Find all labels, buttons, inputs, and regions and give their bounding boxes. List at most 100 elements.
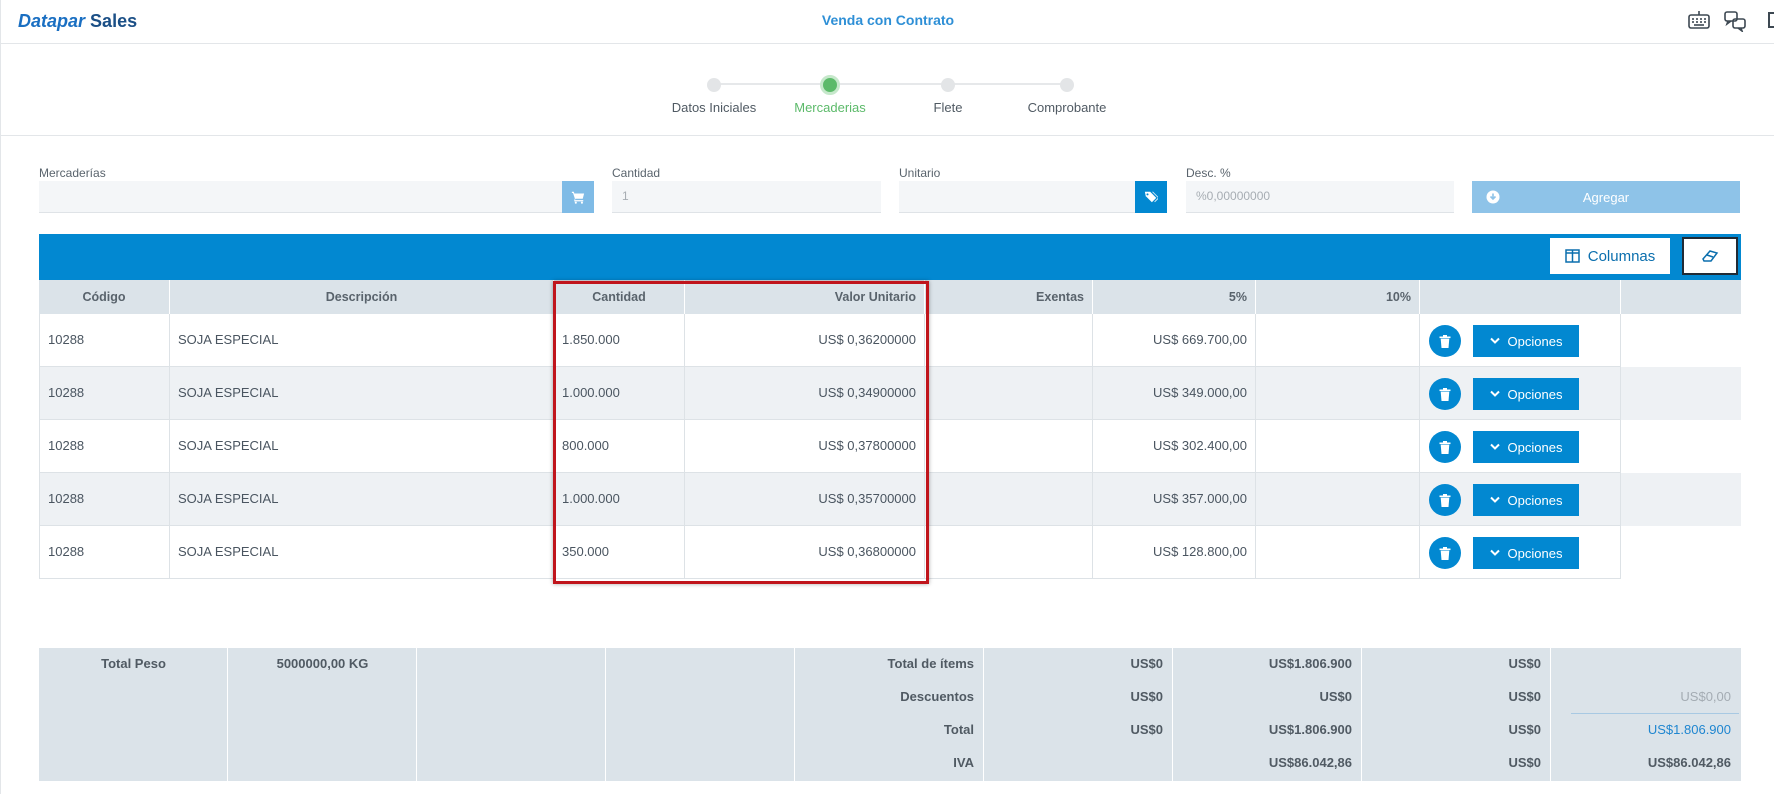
delete-button[interactable] (1429, 484, 1461, 516)
cell-10 (1256, 526, 1420, 579)
th-10[interactable]: 10% (1256, 280, 1420, 314)
totals-descuento-input[interactable]: US$0,00 (1680, 689, 1731, 704)
step-datos-iniciales[interactable]: Datos Iniciales (654, 75, 774, 115)
th-cantidad[interactable]: Cantidad (554, 280, 685, 314)
totals-5: US$1.806.900 (1268, 722, 1352, 737)
stepper-track (711, 83, 1067, 85)
trash-icon (1439, 493, 1451, 507)
step-mercaderias[interactable]: Mercaderias (770, 75, 890, 115)
cell-10 (1256, 473, 1420, 526)
chevron-down-icon (1489, 390, 1500, 397)
cell-codigo: 10288 (39, 420, 170, 473)
opciones-label: Opciones (1507, 386, 1563, 402)
logo-sales: Sales (90, 11, 138, 31)
totals-row-label: Total de ítems (887, 656, 974, 671)
opciones-button[interactable]: Opciones (1473, 537, 1579, 569)
totals-10: US$0 (1508, 689, 1541, 704)
cell-5: US$ 357.000,00 (1093, 473, 1256, 526)
chevron-down-icon (1489, 443, 1500, 450)
th-valor-unitario[interactable]: Valor Unitario (685, 280, 925, 314)
step-label: Comprobante (1027, 100, 1107, 115)
chat-icon[interactable] (1723, 10, 1747, 34)
unitario-input[interactable] (899, 181, 1135, 213)
cell-actions: Opciones (1420, 420, 1621, 473)
mercaderias-input[interactable] (39, 181, 562, 213)
cantidad-label: Cantidad (612, 166, 661, 180)
eraser-icon (1702, 250, 1719, 262)
totals-row-label: Total (943, 722, 974, 737)
desc-input[interactable]: %0,00000000 (1186, 181, 1454, 213)
th-exentas[interactable]: Exentas (925, 280, 1093, 314)
cell-descripcion: SOJA ESPECIAL (170, 526, 554, 579)
cell-actions: Opciones (1420, 314, 1621, 367)
opciones-label: Opciones (1507, 545, 1563, 561)
agregar-label: Agregar (1582, 189, 1630, 205)
top-bar: Datapar Sales Venda con Contrato (1, 0, 1774, 44)
step-dot (1060, 78, 1074, 92)
chevron-down-icon (1489, 549, 1500, 556)
step-flete[interactable]: Flete (888, 75, 1008, 115)
app-title: Venda con Contrato (821, 12, 955, 28)
panel-icon[interactable] (1768, 12, 1774, 28)
totals-exentas (984, 753, 1173, 773)
trash-icon (1439, 387, 1451, 401)
cell-actions: Opciones (1420, 526, 1621, 579)
keyboard-icon[interactable] (1687, 10, 1711, 32)
totals-col (417, 648, 606, 781)
opciones-button[interactable]: Opciones (1473, 325, 1579, 357)
cell-cantidad: 350.000 (554, 526, 685, 579)
totals-10: US$0 (1508, 722, 1541, 737)
delete-button[interactable] (1429, 537, 1461, 569)
delete-button[interactable] (1429, 325, 1461, 357)
cell-exentas (925, 526, 1093, 579)
cell-exentas (925, 473, 1093, 526)
cell-5: US$ 302.400,00 (1093, 420, 1256, 473)
cell-5: US$ 669.700,00 (1093, 314, 1256, 367)
opciones-label: Opciones (1507, 492, 1563, 508)
step-label: Datos Iniciales (671, 100, 757, 115)
opciones-button[interactable]: Opciones (1473, 484, 1579, 516)
cell-valor-unitario: US$ 0,34900000 (685, 367, 925, 420)
cell-exentas (925, 420, 1093, 473)
arrow-down-circle-icon (1486, 190, 1500, 204)
columnas-button[interactable]: Columnas (1549, 237, 1671, 275)
cell-valor-unitario: US$ 0,37800000 (685, 420, 925, 473)
opciones-label: Opciones (1507, 439, 1563, 455)
cart-button[interactable] (562, 181, 594, 213)
logo-datapar: Datapar (18, 11, 86, 31)
delete-button[interactable] (1429, 378, 1461, 410)
step-dot (941, 78, 955, 92)
clear-filter-button[interactable] (1682, 237, 1738, 275)
agregar-button[interactable]: Agregar (1472, 181, 1740, 213)
cantidad-input[interactable]: 1 (612, 181, 881, 213)
trash-icon (1439, 334, 1451, 348)
totals-10: US$0 (1508, 755, 1541, 770)
cell-actions: Opciones (1420, 367, 1621, 420)
table-row: 10288 SOJA ESPECIAL 1.000.000 US$ 0,3570… (39, 473, 1741, 526)
cell-actions: Opciones (1420, 473, 1621, 526)
th-5[interactable]: 5% (1093, 280, 1256, 314)
table-row: 10288 SOJA ESPECIAL 800.000 US$ 0,378000… (39, 420, 1741, 473)
totals-5: US$1.806.900 (1268, 656, 1352, 671)
cell-codigo: 10288 (39, 473, 170, 526)
logo[interactable]: Datapar Sales (18, 11, 137, 32)
cell-cantidad: 1.000.000 (554, 473, 685, 526)
price-tag-button[interactable] (1135, 181, 1167, 213)
cell-codigo: 10288 (39, 367, 170, 420)
trash-icon (1439, 546, 1451, 560)
opciones-button[interactable]: Opciones (1473, 378, 1579, 410)
totals-col (228, 648, 417, 781)
stepper: Datos Iniciales Mercaderias Flete Compro… (1, 44, 1774, 136)
delete-button[interactable] (1429, 431, 1461, 463)
opciones-button[interactable]: Opciones (1473, 431, 1579, 463)
step-label: Mercaderias (794, 100, 866, 115)
step-comprobante[interactable]: Comprobante (1007, 75, 1127, 115)
table-row: 10288 SOJA ESPECIAL 1.000.000 US$ 0,3490… (39, 367, 1741, 420)
cell-cantidad: 1.000.000 (554, 367, 685, 420)
chevron-down-icon (1489, 496, 1500, 503)
totals-final (1551, 654, 1741, 674)
opciones-label: Opciones (1507, 333, 1563, 349)
th-descripcion[interactable]: Descripción (170, 280, 554, 314)
th-codigo[interactable]: Código (39, 280, 170, 314)
